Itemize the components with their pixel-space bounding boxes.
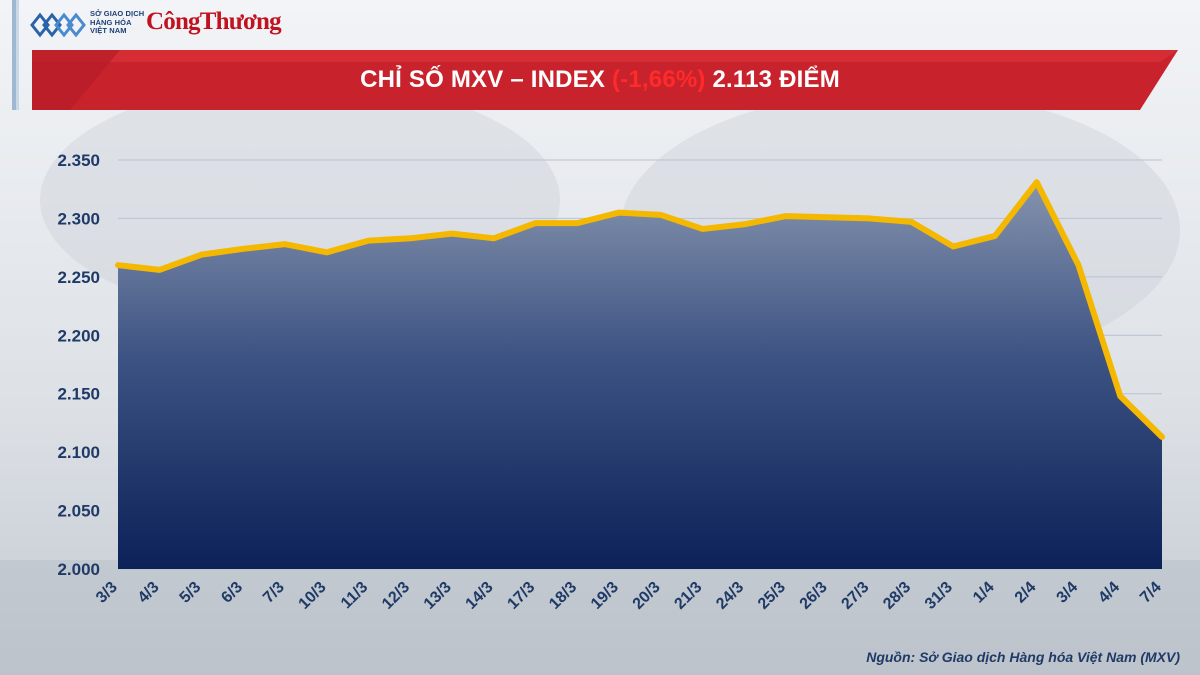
data-point — [700, 226, 706, 232]
mxv-logo-text: SỞ GIAO DỊCH HÀNG HÓA VIỆT NAM — [90, 9, 145, 36]
x-tick-label: 26/3 — [797, 579, 831, 613]
x-tick-label: 11/3 — [338, 579, 371, 612]
mxv-logo-icon — [30, 12, 86, 38]
data-point — [825, 214, 831, 220]
x-tick-label: 4/4 — [1095, 579, 1123, 607]
y-axis-tick-labels: 2.000 2.050 2.100 2.150 2.200 2.250 2.300 2.350 — [57, 151, 100, 579]
mxv-logo-line3: VIỆT NAM — [90, 26, 127, 36]
y-tick-label: 2.200 — [57, 326, 100, 345]
data-point — [366, 238, 372, 244]
congthuong-logo: CôngThương — [146, 8, 282, 35]
x-tick-label: 25/3 — [755, 579, 789, 613]
y-tick-label: 2.250 — [57, 268, 100, 287]
data-point — [240, 246, 246, 252]
data-point — [741, 221, 747, 227]
data-point — [867, 215, 873, 221]
data-point — [616, 210, 622, 216]
data-point — [282, 241, 288, 247]
x-tick-label: 14/3 — [463, 579, 497, 613]
x-tick-label: 13/3 — [421, 579, 455, 613]
data-point — [1034, 179, 1040, 185]
y-tick-label: 2.050 — [57, 502, 100, 521]
x-tick-label: 3/4 — [1054, 579, 1082, 607]
data-point — [533, 220, 539, 226]
x-tick-label: 6/3 — [218, 579, 246, 607]
x-tick-label: 24/3 — [713, 579, 747, 613]
x-tick-label: 3/3 — [93, 579, 121, 607]
x-tick-label: 31/3 — [922, 579, 956, 613]
data-point — [1159, 434, 1165, 440]
title-banner — [32, 50, 1178, 110]
y-tick-label: 2.300 — [57, 209, 100, 228]
data-point — [783, 213, 789, 219]
area-fill-group — [118, 182, 1162, 569]
data-point — [1075, 262, 1081, 268]
x-tick-label: 7/4 — [1137, 579, 1165, 607]
x-tick-label: 4/3 — [135, 579, 163, 607]
y-tick-label: 2.100 — [57, 443, 100, 462]
x-tick-label: 7/3 — [260, 579, 288, 607]
x-tick-label: 19/3 — [588, 579, 622, 613]
data-point — [324, 249, 330, 255]
data-point — [157, 267, 163, 273]
title-change: (-1,66%) — [611, 66, 706, 93]
data-point — [950, 243, 956, 249]
data-point — [199, 252, 205, 258]
data-point — [658, 212, 664, 218]
data-point — [407, 235, 413, 241]
source-note: Nguồn: Sở Giao dịch Hàng hóa Việt Nam (M… — [866, 649, 1180, 665]
series-line — [115, 179, 1165, 440]
logos: SỞ GIAO DỊCH HÀNG HÓA VIỆT NAM CôngThươn… — [28, 8, 282, 44]
x-tick-label: 20/3 — [630, 579, 664, 613]
x-tick-label: 21/3 — [671, 579, 705, 613]
mxv-logo-line1: SỞ GIAO DỊCH — [90, 9, 145, 18]
mxv-logo-line2: HÀNG HÓA — [90, 17, 132, 27]
area-fill — [118, 182, 1162, 569]
x-tick-label: 12/3 — [379, 579, 413, 613]
series-line-group — [115, 179, 1165, 440]
data-point — [908, 219, 914, 225]
data-point — [574, 220, 580, 226]
y-tick-label: 2.000 — [57, 560, 100, 579]
data-point — [1117, 393, 1123, 399]
y-tick-label: 2.150 — [57, 385, 100, 404]
data-point — [992, 233, 998, 239]
x-tick-label: 17/3 — [504, 579, 538, 613]
title-main: CHỈ SỐ MXV – INDEX — [360, 66, 606, 93]
chart-title: CHỈ SỐ MXV – INDEX (-1,66%) 2.113 ĐIỂM — [0, 66, 1200, 94]
y-tick-label: 2.350 — [57, 151, 100, 170]
title-value: 2.113 ĐIỂM — [712, 66, 840, 93]
x-tick-label: 28/3 — [880, 579, 914, 613]
x-tick-label: 10/3 — [296, 579, 330, 613]
x-tick-label: 5/3 — [177, 579, 205, 607]
data-point — [491, 235, 497, 241]
x-tick-label: 2/4 — [1012, 579, 1040, 607]
data-point — [115, 262, 121, 268]
x-tick-label: 18/3 — [546, 579, 580, 613]
x-tick-label: 27/3 — [838, 579, 872, 613]
data-point — [449, 231, 455, 237]
x-tick-label: 1/4 — [970, 579, 998, 607]
x-axis-tick-labels: 3/3 4/3 5/3 6/3 7/3 10/3 11/3 12/3 13/3 14/3 17/3 1… — [93, 579, 1165, 613]
